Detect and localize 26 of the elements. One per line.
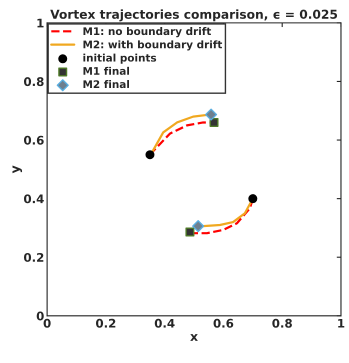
chart-title: Vortex trajectories comparison, ϵ = 0.025 xyxy=(50,9,338,22)
y-tick-label: 0 xyxy=(36,312,44,320)
x-tick-label: 0.6 xyxy=(214,318,234,328)
x-tick-label: 1 xyxy=(338,318,344,328)
point xyxy=(205,108,218,121)
y-axis-title: y xyxy=(12,165,22,174)
legend-label: M2: with boundary drift xyxy=(83,40,222,50)
y-tick-label: 0.8 xyxy=(24,77,44,86)
x-tick-label: 0 xyxy=(44,318,51,328)
y-tick-label: 1 xyxy=(37,18,44,28)
x-tick-label: 0.2 xyxy=(96,318,116,328)
legend-label: initial points xyxy=(83,54,156,64)
legend-label: M1: no boundary drift xyxy=(83,27,212,38)
point xyxy=(185,228,194,237)
legend-label: M1 final xyxy=(83,66,130,75)
point xyxy=(248,194,258,204)
y-tick-label: 0.2 xyxy=(24,252,44,262)
legend-label: M2 final xyxy=(83,80,130,88)
y-tick-label: 0.6 xyxy=(24,136,44,145)
point xyxy=(145,150,154,160)
point xyxy=(210,118,219,127)
x-tick-label: 0.8 xyxy=(272,318,292,328)
y-tick-label: 0.4 xyxy=(24,194,44,204)
x-axis-title: x xyxy=(190,334,198,341)
x-tick-label: 0.4 xyxy=(154,318,175,328)
point xyxy=(192,220,204,232)
